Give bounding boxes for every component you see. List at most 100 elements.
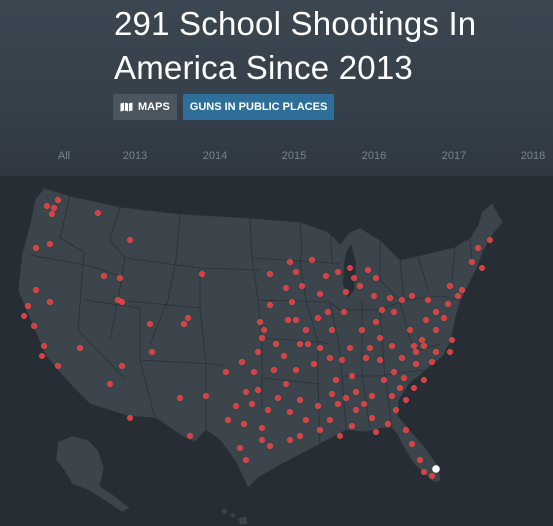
shooting-marker[interactable] [387,295,393,301]
shooting-marker[interactable] [299,283,305,289]
timeline-2015[interactable]: 2015 [281,150,307,162]
shooting-marker[interactable] [127,415,133,421]
shooting-marker[interactable] [329,327,335,333]
shooting-marker[interactable] [95,210,101,216]
shooting-marker[interactable] [115,297,121,303]
shooting-marker[interactable] [475,245,481,251]
shooting-marker[interactable] [335,401,341,407]
shooting-marker[interactable] [333,377,339,383]
shooting-marker[interactable] [293,269,299,275]
shooting-marker[interactable] [401,375,407,381]
shooting-marker[interactable] [389,393,395,399]
shooting-marker[interactable] [379,307,385,313]
shooting-marker[interactable] [255,387,261,393]
shooting-marker[interactable] [377,335,383,341]
tag-guns-in-public-places[interactable]: GUNS IN PUBLIC PLACES [182,94,335,120]
shooting-marker[interactable] [459,287,465,293]
shooting-marker[interactable] [413,361,419,367]
shooting-marker[interactable] [239,359,245,365]
shooting-marker[interactable] [433,309,439,315]
shooting-marker[interactable] [281,353,287,359]
shooting-marker[interactable] [237,445,243,451]
shooting-marker[interactable] [419,337,425,343]
shooting-marker[interactable] [449,337,455,343]
shooting-marker[interactable] [305,341,311,347]
shooting-marker[interactable] [455,293,461,299]
shooting-marker[interactable] [327,355,333,361]
shooting-marker[interactable] [341,309,347,315]
shooting-marker[interactable] [33,245,39,251]
shooting-marker[interactable] [273,341,279,347]
shooting-marker[interactable] [39,353,45,359]
shooting-marker[interactable] [44,203,50,209]
shooting-marker[interactable] [315,315,321,321]
shooting-marker[interactable] [203,393,209,399]
shooting-marker[interactable] [241,421,247,427]
shooting-marker[interactable] [223,369,229,375]
shooting-marker[interactable] [187,433,193,439]
shooting-marker[interactable] [411,385,417,391]
shooting-marker[interactable] [389,343,395,349]
shooting-marker[interactable] [285,317,291,323]
shooting-marker[interactable] [403,397,409,403]
shooting-marker[interactable] [265,407,271,413]
shooting-marker[interactable] [373,319,379,325]
shooting-marker[interactable] [349,373,355,379]
shooting-marker[interactable] [199,271,205,277]
shooting-marker[interactable] [233,403,239,409]
shooting-marker[interactable] [347,265,353,271]
shooting-marker[interactable] [429,359,435,365]
timeline-2016[interactable]: 2016 [361,150,387,162]
shooting-marker[interactable] [55,363,61,369]
map-area[interactable] [0,176,553,526]
shooting-marker[interactable] [283,285,289,291]
shooting-marker[interactable] [373,275,379,281]
shooting-marker[interactable] [413,349,419,355]
shooting-marker[interactable] [185,315,191,321]
shooting-marker[interactable] [411,343,417,349]
shooting-marker[interactable] [487,237,493,243]
shooting-marker[interactable] [433,327,439,333]
shooting-marker[interactable] [309,257,315,263]
shooting-marker[interactable] [181,321,187,327]
shooting-marker[interactable] [363,355,369,361]
shooting-marker[interactable] [275,395,281,401]
shooting-marker[interactable] [177,395,183,401]
shooting-marker[interactable] [399,297,405,303]
shooting-marker[interactable] [325,309,331,315]
shooting-marker[interactable] [117,275,123,281]
selected-shooting-marker[interactable] [432,465,440,473]
shooting-marker[interactable] [359,327,365,333]
shooting-marker[interactable] [289,299,295,305]
shooting-marker[interactable] [423,317,429,323]
shooting-marker[interactable] [385,421,391,427]
shooting-marker[interactable] [225,417,231,423]
shooting-marker[interactable] [393,407,399,413]
shooting-marker[interactable] [447,283,453,289]
shooting-marker[interactable] [361,401,367,407]
shooting-marker[interactable] [425,297,431,303]
shooting-marker[interactable] [421,377,427,383]
shooting-marker[interactable] [283,381,289,387]
timeline-2014[interactable]: 2014 [202,150,228,162]
shooting-marker[interactable] [249,401,255,407]
shooting-marker[interactable] [259,425,265,431]
shooting-marker[interactable] [365,267,371,273]
shooting-marker[interactable] [397,385,403,391]
shooting-marker[interactable] [41,343,47,349]
shooting-marker[interactable] [25,303,31,309]
shooting-marker[interactable] [51,205,57,211]
shooting-marker[interactable] [259,335,265,341]
shooting-marker[interactable] [391,369,397,375]
shooting-marker[interactable] [343,395,349,401]
shooting-marker[interactable] [337,433,343,439]
shooting-marker[interactable] [371,293,377,299]
shooting-marker[interactable] [33,287,39,293]
shooting-marker[interactable] [327,417,333,423]
shooting-marker[interactable] [479,265,485,271]
shooting-marker[interactable] [303,327,309,333]
timeline-2013[interactable]: 2013 [122,150,148,162]
shooting-marker[interactable] [367,345,373,351]
shooting-marker[interactable] [297,341,303,347]
shooting-marker[interactable] [261,327,267,333]
